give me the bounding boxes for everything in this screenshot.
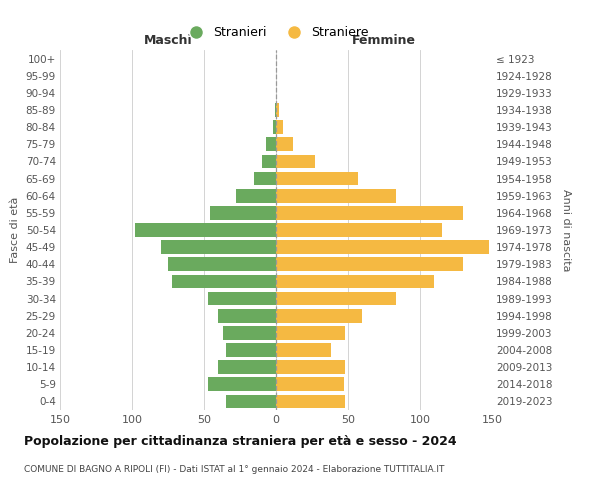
Bar — [168, 258, 276, 271]
Bar — [276, 154, 315, 168]
Bar — [276, 274, 434, 288]
Legend: Stranieri, Straniere: Stranieri, Straniere — [178, 21, 374, 44]
Bar — [254, 172, 276, 185]
Bar — [276, 360, 345, 374]
Bar — [208, 292, 276, 306]
Y-axis label: Fasce di età: Fasce di età — [10, 197, 20, 263]
Bar — [236, 189, 276, 202]
Y-axis label: Anni di nascita: Anni di nascita — [561, 188, 571, 271]
Bar — [226, 394, 276, 408]
Bar — [210, 206, 276, 220]
Text: Maschi: Maschi — [143, 34, 193, 46]
Text: Femmine: Femmine — [352, 34, 416, 46]
Bar — [273, 120, 276, 134]
Bar — [135, 223, 276, 237]
Bar — [276, 172, 358, 185]
Text: COMUNE DI BAGNO A RIPOLI (FI) - Dati ISTAT al 1° gennaio 2024 - Elaborazione TUT: COMUNE DI BAGNO A RIPOLI (FI) - Dati IST… — [24, 465, 445, 474]
Bar — [276, 120, 283, 134]
Bar — [276, 326, 345, 340]
Bar — [276, 378, 344, 391]
Bar — [276, 309, 362, 322]
Bar — [276, 292, 395, 306]
Bar — [276, 394, 345, 408]
Bar — [276, 258, 463, 271]
Bar — [276, 138, 293, 151]
Bar — [226, 343, 276, 357]
Bar — [262, 154, 276, 168]
Bar — [276, 206, 463, 220]
Bar — [218, 360, 276, 374]
Bar — [172, 274, 276, 288]
Text: Popolazione per cittadinanza straniera per età e sesso - 2024: Popolazione per cittadinanza straniera p… — [24, 435, 457, 448]
Bar — [276, 103, 279, 117]
Bar — [161, 240, 276, 254]
Bar — [276, 189, 395, 202]
Bar — [275, 103, 276, 117]
Bar — [276, 240, 489, 254]
Bar — [276, 223, 442, 237]
Bar — [276, 343, 331, 357]
Bar — [223, 326, 276, 340]
Bar — [266, 138, 276, 151]
Bar — [208, 378, 276, 391]
Bar — [218, 309, 276, 322]
